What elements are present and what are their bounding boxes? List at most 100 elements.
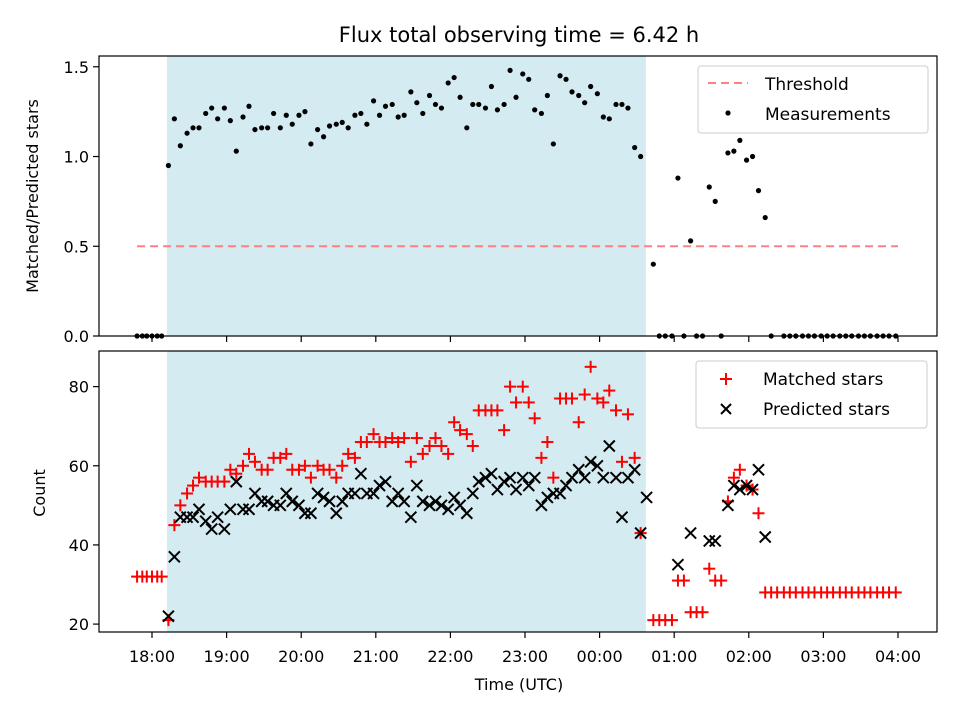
measurement-point [233,148,239,154]
predicted-point [578,471,591,484]
measurement-point [326,123,333,129]
matched-point [547,471,560,484]
predicted-point [516,471,529,484]
legend-predicted-label: Predicted stars [763,400,890,420]
legend-threshold-label: Threshold [764,75,849,95]
measurement-point [638,153,644,160]
predicted-point [230,475,243,488]
predicted-point [497,475,511,488]
top-x-ticks [151,336,899,342]
measurement-point [438,105,445,111]
predicted-point [311,487,324,500]
matched-point [665,614,678,627]
predicted-point [759,530,772,544]
predicted-point [609,471,623,484]
predicted-point [292,499,306,512]
predicted-point [541,491,554,504]
matched-point [237,459,250,472]
predicted-point [752,463,765,476]
predicted-point [746,483,759,496]
matched-point [504,380,517,393]
measurement-point [464,125,470,131]
measurement-point [675,175,681,181]
predicted-point [435,499,448,512]
predicted-point [684,526,697,540]
matched-point [168,519,181,532]
measurement-point [308,141,314,147]
predicted-point [367,487,380,500]
measurement-point [259,125,265,131]
measurement-point [302,109,308,115]
predicted-point [634,526,647,540]
measurement-point [221,105,227,111]
measurement-point [420,110,426,117]
predicted-point [628,463,641,476]
matched-point [404,455,417,468]
measurement-point [190,125,196,131]
matched-point [429,432,442,445]
measurement-point [289,121,295,127]
matched-point [330,471,343,484]
top-plot-frame [98,55,938,337]
matched-point [528,412,541,425]
x-tick-label: 20:00 [278,647,324,666]
measurement-point [613,101,619,108]
measurement-point [488,83,495,90]
predicted-point [603,439,616,453]
predicted-point [727,479,741,492]
matched-point [752,507,765,520]
measurement-point [762,214,768,221]
matched-point [261,463,274,476]
matched-point [727,471,740,484]
measurement-point [712,198,718,204]
predicted-point [391,487,405,500]
x-tick-label: 00:00 [577,647,623,666]
measurement-point [737,137,743,143]
measurement-point [650,261,656,267]
matched-point [733,463,746,476]
measurement-point [246,103,252,109]
measurements-series [134,67,899,339]
x-tick-label: 22:00 [427,647,473,666]
legend-matched-swatch [720,373,732,385]
measurement-point [177,143,183,149]
matched-point [342,447,355,460]
measurement-point [576,92,582,99]
measurement-point [688,238,694,244]
matched-point [610,404,623,417]
predicted-point [485,467,498,480]
measurement-point [333,121,339,127]
measurement-point [482,105,489,111]
measurement-point [632,144,638,151]
predicted-point [242,503,256,516]
measurement-point [563,76,569,82]
matched-point [298,459,311,472]
matched-point [615,455,628,468]
matched-point [541,436,554,449]
matched-point [304,471,317,484]
measurement-point [395,114,401,120]
predicted-point [572,463,585,476]
bottom-panel: 20 40 60 80 18:00 19:00 20:00 21:00 22:00 23:00 0… [30,350,938,694]
predicted-point [205,522,218,536]
measurement-point [408,89,414,95]
matched-point [423,439,436,452]
predicted-point [162,609,175,623]
predicted-point [317,491,330,504]
matched-point [597,396,610,409]
bottom-y-axis: 20 40 60 80 [69,378,99,634]
measurement-point [401,112,407,118]
measurement-point [426,92,433,99]
measurement-point [240,114,246,120]
legend-predicted-swatch [720,403,732,415]
predicted-point [559,479,573,492]
matched-point [522,396,535,409]
matched-point [230,467,243,480]
y-tick-label: 40 [69,536,89,555]
measurement-point [352,112,358,118]
matched-point [498,424,511,437]
matched-point [621,408,634,421]
x-tick-label: 01:00 [651,647,697,666]
top-y-axis: 0.0 0.5 1.0 1.5 [64,58,99,346]
